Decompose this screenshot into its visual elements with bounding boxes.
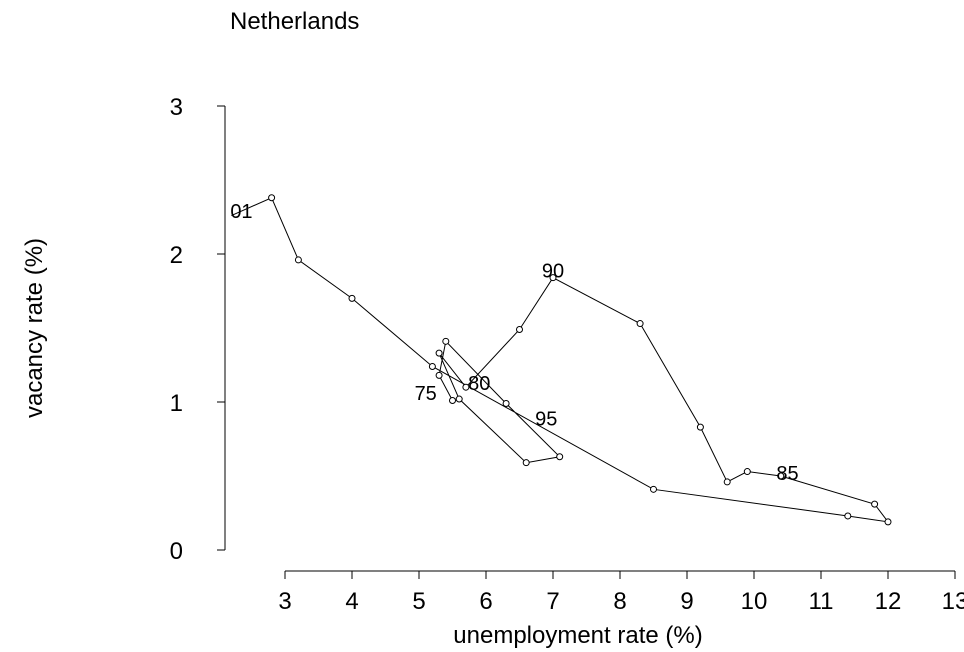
point-label: 01 (230, 201, 252, 223)
data-point (435, 371, 443, 379)
x-tick-label: 8 (613, 588, 626, 615)
point-label: 85 (776, 463, 798, 485)
x-tick-label: 10 (741, 588, 768, 615)
x-tick-label: 7 (546, 588, 559, 615)
point-label: 95 (535, 408, 557, 430)
data-point (455, 395, 463, 403)
data-point (636, 320, 644, 328)
data-point (723, 478, 731, 486)
data-point (502, 399, 510, 407)
data-point (348, 294, 356, 302)
data-point (522, 459, 530, 467)
data-point (884, 518, 892, 526)
data-point (462, 383, 470, 391)
data-point (268, 194, 276, 202)
point-label: 75 (415, 383, 437, 405)
y-tick-label: 0 (170, 538, 183, 565)
data-point (650, 485, 657, 493)
data-point (428, 362, 436, 370)
data-point (549, 274, 557, 282)
y-tick-label: 1 (170, 390, 183, 417)
x-tick-label: 9 (680, 588, 693, 615)
x-tick-label: 4 (345, 588, 358, 615)
point-label: 80 (468, 373, 490, 395)
data-point (435, 349, 443, 357)
chart-title: Netherlands (230, 8, 360, 35)
x-tick-label: 13 (942, 588, 964, 615)
data-point (516, 325, 523, 333)
series-layer (231, 194, 892, 526)
y-tick-label: 2 (170, 242, 183, 269)
point-label: 90 (542, 260, 564, 282)
data-point (442, 337, 450, 345)
data-point (696, 423, 704, 431)
x-tick-label: 5 (412, 588, 425, 615)
data-point (743, 468, 751, 476)
y-axis-label: vacancy rate (%) (21, 238, 48, 418)
y-tick-label: 3 (170, 94, 183, 121)
data-point (871, 500, 879, 508)
x-axis-label: unemployment rate (%) (453, 622, 702, 649)
x-tick-label: 3 (278, 588, 291, 615)
data-point (449, 397, 456, 405)
data-point (294, 256, 302, 264)
data-point (844, 512, 852, 520)
x-tick-label: 11 (809, 588, 834, 615)
data-point (556, 453, 564, 461)
x-tick-label: 12 (875, 588, 902, 615)
x-tick-label: 6 (479, 588, 492, 615)
label-layer: 75 80 85 90 95 01 (230, 201, 798, 485)
data-point (777, 472, 785, 480)
